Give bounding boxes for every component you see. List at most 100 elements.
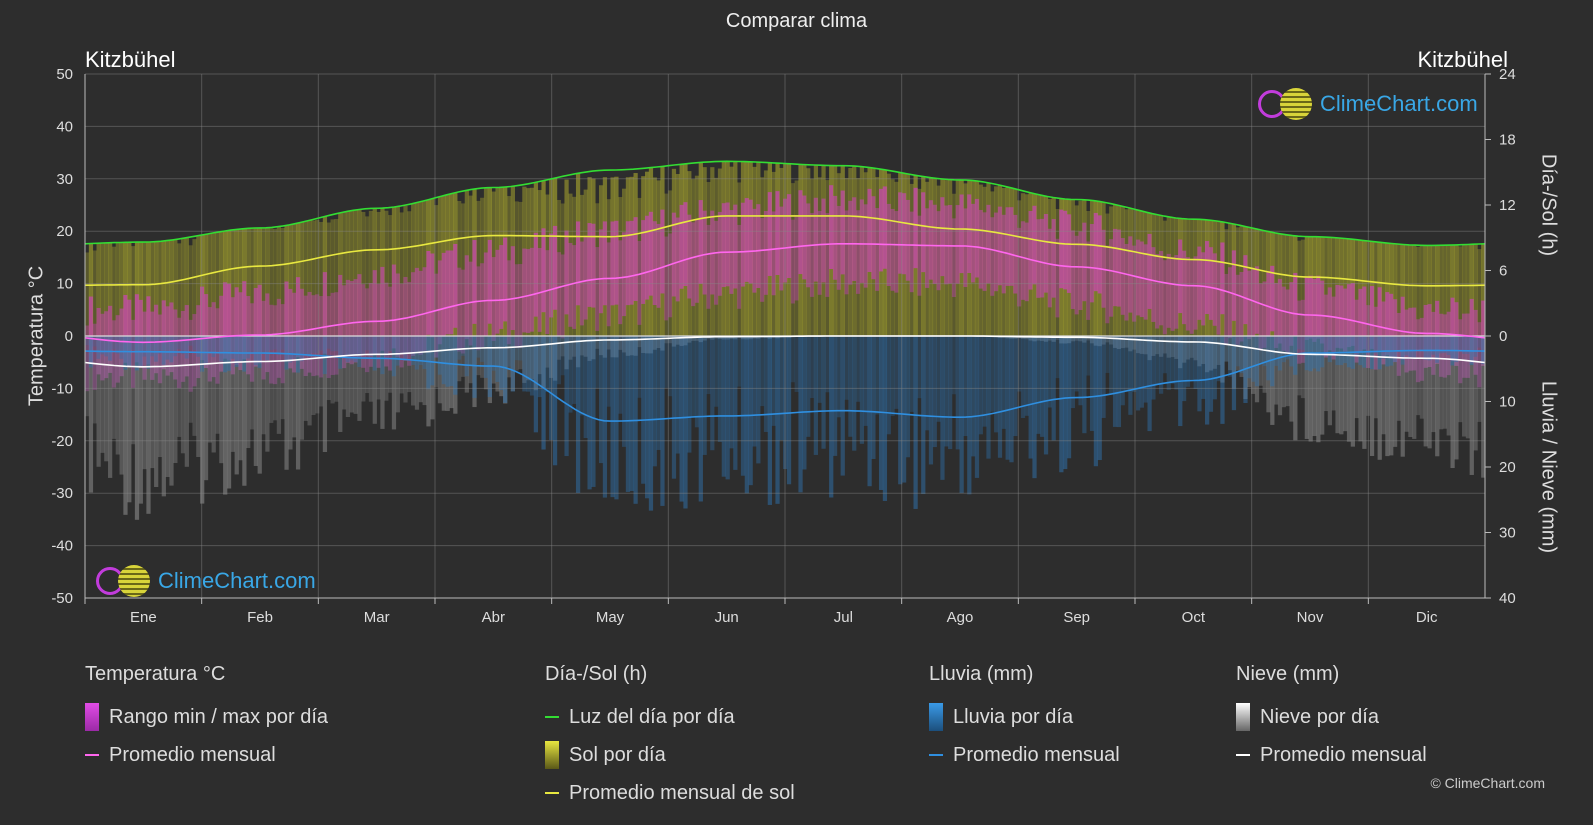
temp-range-day-bar: [955, 205, 960, 284]
rain-day-bar: [1412, 336, 1417, 358]
sun-day-bar: [1354, 239, 1359, 336]
rain-day-bar: [925, 336, 930, 431]
rain-day-bar: [303, 336, 308, 355]
temp-range-day-bar: [207, 307, 212, 382]
snow-day-bar: [131, 336, 136, 445]
sun-day-bar: [936, 185, 941, 336]
sun-day-bar: [951, 193, 957, 336]
temp-range-day-bar: [353, 279, 358, 363]
sun-day-bar: [963, 183, 968, 336]
snow-day-bar: [142, 336, 147, 470]
sun-day-bar: [203, 234, 209, 336]
rain-day-bar: [1477, 336, 1482, 348]
temp-range-day-bar: [318, 296, 324, 378]
location-right: Kitzbühel: [1417, 47, 1508, 72]
snow-day-bar: [1423, 336, 1428, 447]
rain-day-bar: [384, 336, 389, 357]
rain-day-bar: [840, 336, 845, 476]
rain-day-bar: [1427, 336, 1432, 361]
snow-day-bar: [495, 336, 500, 392]
right-top-tick-label: 6: [1499, 263, 1507, 280]
rain-day-bar: [184, 336, 189, 359]
rain-day-bar: [541, 336, 546, 450]
temp-range-day-bar: [767, 192, 772, 276]
rain-day-bar: [1377, 336, 1382, 370]
temp-range-day-bar: [108, 305, 113, 373]
sun-day-bar: [196, 235, 201, 336]
brand-logo-top[interactable]: ClimeChart.com: [1258, 86, 1478, 122]
temp-range-day-bar: [276, 298, 282, 378]
rain-day-bar: [1239, 336, 1244, 374]
snow-day-bar: [1147, 336, 1152, 361]
snow-day-bar: [184, 336, 189, 467]
brand-logo-bottom[interactable]: ClimeChart.com: [96, 563, 316, 599]
sun-day-bar: [1473, 244, 1478, 336]
sun-day-bar: [1247, 227, 1252, 336]
snow-day-bar: [721, 336, 726, 340]
rain-day-bar: [637, 336, 642, 398]
legend-label: Promedio mensual: [109, 743, 276, 766]
temp-range-day-bar: [1112, 228, 1118, 307]
snow-day-bar: [1254, 336, 1260, 403]
rain-day-bar: [710, 336, 715, 451]
rain-day-bar: [836, 336, 842, 418]
temp-range-day-bar: [1082, 222, 1087, 302]
temp-range-day-bar: [1358, 288, 1363, 352]
temp-range-day-bar: [587, 223, 592, 307]
sun-day-bar: [1392, 243, 1398, 336]
temp-range-day-bar: [1208, 247, 1214, 320]
temp-range-day-bar: [1093, 212, 1099, 292]
sun-day-bar: [1274, 233, 1279, 336]
snow-day-bar: [341, 336, 347, 410]
brand-name: ClimeChart.com: [158, 568, 316, 593]
snow-day-bar: [161, 336, 166, 497]
rain-day-bar: [1251, 336, 1256, 382]
rain-day-bar: [1124, 336, 1129, 392]
temp-range-day-bar: [1438, 313, 1444, 377]
snow-day-bar: [1473, 336, 1478, 451]
rain-day-bar: [549, 336, 554, 441]
rain-day-bar: [522, 336, 527, 392]
snow-day-bar: [1262, 336, 1267, 393]
rain-day-bar: [1396, 336, 1402, 353]
temp-range-day-bar: [468, 261, 473, 346]
sun-day-bar: [403, 205, 408, 336]
sun-day-bar: [261, 227, 266, 336]
snow-day-bar: [1316, 336, 1321, 443]
sun-day-bar: [526, 188, 531, 336]
sun-day-bar: [1469, 244, 1474, 336]
temp-range-day-bar: [794, 216, 799, 301]
snow-day-bar: [602, 336, 608, 358]
sun-day-bar: [848, 167, 853, 336]
temp-range-day-bar: [1032, 205, 1037, 285]
sun-day-bar: [1170, 217, 1175, 336]
snow-day-bar: [1297, 336, 1302, 396]
rain-day-bar: [376, 336, 381, 355]
snow-day-bar: [1112, 336, 1118, 348]
snow-day-bar: [687, 336, 692, 343]
snow-day-bar: [1427, 336, 1432, 449]
snow-day-bar: [652, 336, 657, 350]
sun-day-bar: [96, 243, 101, 336]
month-label: Mar: [364, 609, 390, 626]
temp-range-day-bar: [1185, 257, 1191, 331]
snow-day-bar: [372, 336, 377, 424]
rain-day-bar: [1297, 336, 1302, 350]
snow-day-bar: [1293, 336, 1298, 441]
rain-day-bar: [932, 336, 937, 448]
rain-day-bar: [928, 336, 934, 465]
snow-day-bar: [280, 336, 285, 420]
sun-day-bar: [480, 197, 485, 336]
rain-day-bar: [119, 336, 124, 359]
snow-day-bar: [119, 336, 124, 475]
snow-day-bar: [315, 336, 320, 414]
temp-range-day-bar: [829, 185, 834, 270]
temp-range-day-bar: [1036, 219, 1041, 298]
rain-day-bar: [1135, 336, 1141, 411]
temp-range-day-bar: [1323, 294, 1329, 358]
snow-day-bar: [1369, 336, 1375, 456]
sun-day-bar: [234, 229, 239, 336]
sun-day-bar: [188, 245, 193, 336]
temp-range-day-bar: [564, 230, 569, 315]
temp-range-day-bar: [648, 211, 654, 296]
